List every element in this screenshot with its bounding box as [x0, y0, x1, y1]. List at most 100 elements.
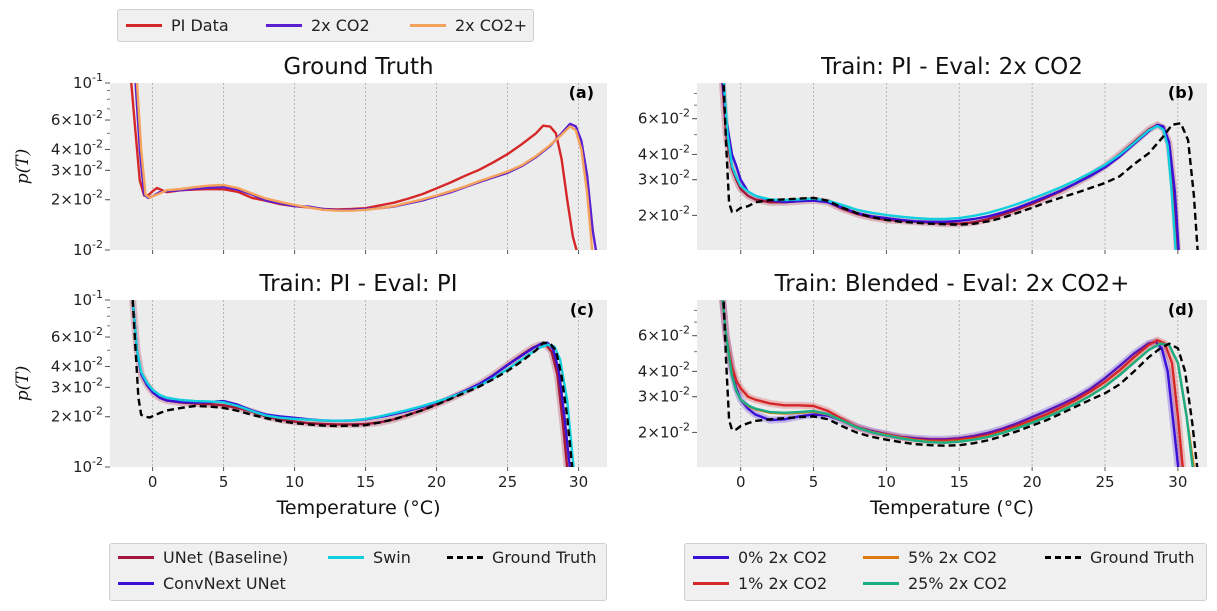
y-tick-label: 3×10-2	[51, 158, 103, 179]
legend-swatch	[328, 556, 364, 559]
legend-swatch	[693, 582, 729, 585]
x-tick-label: 30	[1168, 473, 1187, 491]
legend-label: ConvNext UNet	[163, 574, 286, 593]
y-tick-label: 6×10-2	[638, 107, 690, 128]
y-tick-label: 10-1	[73, 71, 103, 92]
series-group	[719, 300, 1199, 467]
y-tick-label: 10-2	[73, 455, 103, 476]
legend-label: 2x CO2	[311, 16, 370, 35]
y-tick-label: 3×10-2	[638, 385, 690, 406]
x-tick-label: 10	[877, 473, 896, 491]
chart-title: Train: PI - Eval: 2x CO2	[820, 54, 1083, 80]
series-line	[135, 83, 594, 250]
legend-bottom-left: UNet (Baseline) ConvNext UNet Swin Groun…	[109, 543, 607, 601]
y-tick-label: 4×10-2	[638, 359, 690, 380]
legend-swatch	[447, 556, 483, 559]
x-tick-label: 25	[498, 473, 517, 491]
x-tick-label: 0	[148, 473, 158, 491]
legend-swatch	[863, 582, 899, 585]
y-axis-label: p(T)	[13, 366, 33, 402]
legend-swatch	[118, 556, 154, 559]
legend-item-2xco2: 2x CO2	[266, 16, 370, 35]
legend-swatch	[118, 582, 154, 585]
y-tick-label: 6×10-2	[51, 325, 103, 346]
y-tick-label: 6×10-2	[638, 324, 690, 345]
chart-title: Train: Blended - Eval: 2x CO2+	[774, 271, 1130, 297]
y-tick-label: 6×10-2	[51, 108, 103, 129]
legend-label: UNet (Baseline)	[163, 548, 289, 567]
panel-label: (d)	[1168, 300, 1194, 319]
y-tick-label: 4×10-2	[638, 142, 690, 163]
legend-label: Ground Truth	[492, 548, 597, 567]
legend-item-25pct: 25% 2x CO2	[863, 574, 1007, 593]
x-tick-label: 25	[1095, 473, 1114, 491]
chart-title: Train: PI - Eval: PI	[258, 271, 457, 297]
legend-swatch	[126, 24, 162, 27]
legend-swatch	[266, 24, 302, 27]
series-line	[721, 300, 1180, 467]
legend-item-pi: PI Data	[126, 16, 229, 35]
panel-label: (a)	[569, 83, 594, 102]
legend-label: 1% 2x CO2	[738, 574, 828, 593]
legend-item-1pct: 1% 2x CO2	[693, 574, 827, 593]
y-tick-label: 3×10-2	[51, 375, 103, 396]
series-group	[718, 83, 1199, 250]
series-line	[722, 83, 1199, 250]
panel-label: (c)	[570, 300, 594, 319]
x-tick-label: 5	[809, 473, 819, 491]
legend-label: 0% 2x CO2	[738, 548, 828, 567]
chart-title: Ground Truth	[283, 54, 433, 80]
series-line	[722, 83, 1177, 250]
legend-item-swin: Swin	[328, 548, 411, 567]
panel-a: 10-1 6×10-2 4×10-23×10-2 2×10-2 10-2 Ground T…	[13, 54, 607, 259]
x-tick-label: 15	[950, 473, 969, 491]
y-tick-label: 10-2	[73, 238, 103, 259]
panel-label: (b)	[1168, 83, 1194, 102]
x-tick-label: 5	[219, 473, 229, 491]
legend-item-2xco2plus: 2x CO2+	[410, 16, 527, 35]
y-tick-label: 3×10-2	[638, 168, 690, 189]
series-group	[129, 300, 575, 467]
panel-b: 6×10-2 4×10-2 3×10-2 2×10-2 Train: PI - Eval…	[638, 54, 1207, 254]
legend-item-ground-truth: Ground Truth	[447, 548, 597, 567]
legend-label: 5% 2x CO2	[908, 548, 998, 567]
x-axis-label: Temperature (°C)	[276, 497, 441, 519]
legend-label: PI Data	[171, 16, 229, 35]
panel-d: 0 5 10 15 20 25 30 6×10-2 4×10-2 3×10-2 2×10-2 Trai…	[638, 271, 1207, 519]
x-tick-label: 20	[1023, 473, 1042, 491]
series-line	[131, 300, 574, 467]
legend-top: PI Data 2x CO2 2x CO2+	[117, 9, 534, 42]
x-tick-label: 10	[285, 473, 304, 491]
series-group	[130, 83, 598, 250]
series-line	[721, 300, 1184, 467]
y-tick-label: 4×10-2	[51, 137, 103, 158]
plot-area	[110, 300, 607, 467]
y-axis-label: p(T)	[13, 149, 33, 185]
x-axis-label: Temperature (°C)	[869, 497, 1034, 519]
legend-swatch	[410, 24, 446, 27]
legend-swatch	[1045, 556, 1081, 559]
series-line	[721, 300, 1194, 467]
legend-label: 25% 2x CO2	[908, 574, 1008, 593]
legend-item-convnext: ConvNext UNet	[118, 574, 286, 593]
legend-item-unet: UNet (Baseline)	[118, 548, 288, 567]
legend-label: 2x CO2+	[455, 16, 528, 35]
legend-label: Swin	[373, 548, 411, 567]
y-tick-label: 4×10-2	[51, 354, 103, 375]
panel-c: 0 5 10 15 20 25 30 10-1 6×10-2 4×10-23×10-2 2×10-2…	[13, 271, 607, 519]
legend-item-5pct: 5% 2x CO2	[863, 548, 997, 567]
x-tick-label: 15	[356, 473, 375, 491]
legend-bottom-right: 0% 2x CO2 1% 2x CO2 5% 2x CO2 25% 2x CO2…	[684, 543, 1207, 601]
legend-item-ground-truth: Ground Truth	[1045, 548, 1195, 567]
x-tick-label: 30	[569, 473, 588, 491]
series-line	[722, 300, 1199, 467]
y-tick-label: 2×10-2	[638, 203, 690, 224]
series-line	[131, 300, 575, 467]
y-tick-label: 2×10-2	[51, 405, 103, 426]
legend-swatch	[863, 556, 899, 559]
x-tick-label: 0	[736, 473, 746, 491]
legend-swatch	[693, 556, 729, 559]
y-tick-label: 2×10-2	[638, 420, 690, 441]
x-tick-label: 20	[427, 473, 446, 491]
